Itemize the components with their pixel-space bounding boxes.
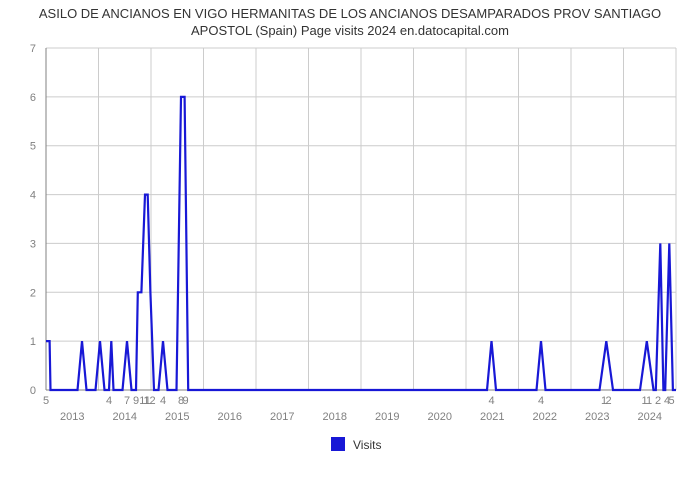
x-year-label: 2024 [638,411,662,423]
x-tick-minor: 4 [488,395,494,407]
legend-label: Visits [353,438,381,452]
x-tick-minor: 4 [160,395,166,407]
x-tick-minor: 4 [106,395,112,407]
y-tick-label: 0 [30,385,36,397]
x-year-label: 2020 [428,411,452,423]
chart-title: ASILO DE ANCIANOS EN VIGO HERMANITAS DE … [0,0,700,40]
x-year-label: 2015 [165,411,189,423]
x-tick-minor: 7 [124,395,130,407]
x-tick-minor: 1 [646,395,652,407]
x-tick-minor: 9 [133,395,139,407]
x-year-label: 2022 [533,411,557,423]
y-tick-label: 3 [30,238,36,250]
x-tick-minor: 5 [43,395,49,407]
y-tick-label: 6 [30,92,36,104]
x-year-label: 2014 [113,411,137,423]
y-tick-label: 1 [30,336,36,348]
title-line-1: ASILO DE ANCIANOS EN VIGO HERMANITAS DE … [39,6,661,21]
x-tick-minor: 5 [668,395,674,407]
chart-svg: 0123456754791112489441211245201320142015… [0,40,700,470]
x-tick-minor: 9 [182,395,188,407]
x-tick-minor: 4 [538,395,544,407]
x-tick-minor: 2 [605,395,611,407]
chart-container: ASILO DE ANCIANOS EN VIGO HERMANITAS DE … [0,0,700,500]
x-year-label: 2019 [375,411,399,423]
x-year-label: 2018 [323,411,347,423]
x-year-label: 2023 [585,411,609,423]
x-year-label: 2021 [480,411,504,423]
y-tick-label: 2 [30,287,36,299]
y-tick-label: 4 [30,189,36,201]
y-tick-label: 5 [30,140,36,152]
x-year-label: 2013 [60,411,84,423]
x-tick-minor: 2 [655,395,661,407]
x-year-label: 2016 [218,411,242,423]
x-year-label: 2017 [270,411,294,423]
x-tick-minor: 12 [143,395,155,407]
legend-swatch [331,437,345,451]
y-tick-label: 7 [30,43,36,55]
title-line-2: APOSTOL (Spain) Page visits 2024 en.dato… [191,23,509,38]
